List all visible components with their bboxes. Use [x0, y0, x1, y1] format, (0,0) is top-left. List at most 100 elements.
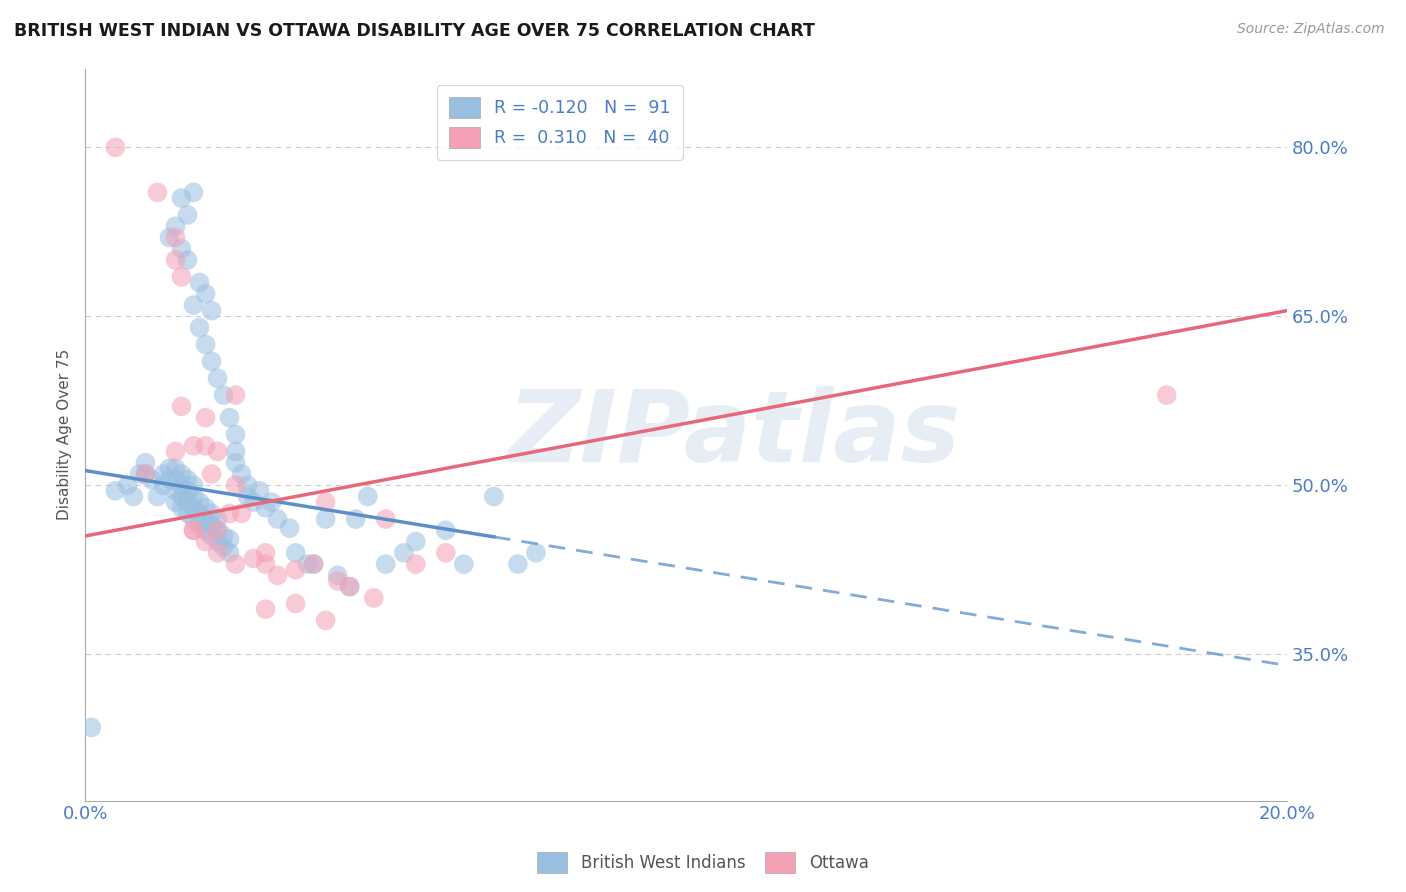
Point: [183, 490, 205, 504]
Point: [434, 524, 457, 538]
Point: [225, 478, 247, 492]
Text: Source: ZipAtlas.com: Source: ZipAtlas.com: [1237, 22, 1385, 37]
Point: [260, 495, 283, 509]
Point: [159, 473, 181, 487]
Point: [212, 540, 235, 554]
Point: [254, 557, 277, 571]
Point: [207, 534, 229, 549]
Point: [194, 337, 217, 351]
Point: [405, 534, 427, 549]
Point: [315, 512, 337, 526]
Point: [225, 427, 247, 442]
Point: [117, 478, 139, 492]
Point: [326, 568, 349, 582]
Point: [212, 529, 235, 543]
Point: [284, 563, 307, 577]
Point: [165, 252, 187, 267]
Point: [254, 500, 277, 515]
Point: [176, 483, 198, 498]
Point: [200, 529, 222, 543]
Point: [231, 467, 253, 481]
Point: [194, 410, 217, 425]
Point: [254, 546, 277, 560]
Point: [225, 557, 247, 571]
Point: [482, 490, 505, 504]
Point: [1156, 388, 1178, 402]
Point: [453, 557, 475, 571]
Point: [284, 597, 307, 611]
Point: [315, 614, 337, 628]
Point: [218, 533, 240, 547]
Point: [207, 546, 229, 560]
Point: [176, 208, 198, 222]
Text: BRITISH WEST INDIAN VS OTTAWA DISABILITY AGE OVER 75 CORRELATION CHART: BRITISH WEST INDIAN VS OTTAWA DISABILITY…: [14, 22, 815, 40]
Point: [254, 602, 277, 616]
Point: [207, 512, 229, 526]
Legend: British West Indians, Ottawa: British West Indians, Ottawa: [530, 846, 876, 880]
Point: [506, 557, 529, 571]
Point: [218, 507, 240, 521]
Point: [183, 478, 205, 492]
Point: [134, 456, 156, 470]
Point: [165, 473, 187, 487]
Point: [188, 276, 211, 290]
Point: [357, 490, 380, 504]
Point: [236, 490, 259, 504]
Point: [122, 490, 145, 504]
Point: [165, 483, 187, 498]
Point: [194, 439, 217, 453]
Point: [266, 512, 288, 526]
Point: [225, 456, 247, 470]
Point: [188, 517, 211, 532]
Point: [183, 524, 205, 538]
Point: [80, 720, 103, 734]
Point: [165, 495, 187, 509]
Point: [183, 500, 205, 515]
Point: [194, 512, 217, 526]
Point: [188, 495, 211, 509]
Point: [266, 568, 288, 582]
Point: [188, 507, 211, 521]
Point: [170, 191, 193, 205]
Point: [183, 298, 205, 312]
Point: [207, 524, 229, 538]
Point: [218, 410, 240, 425]
Point: [344, 512, 367, 526]
Point: [183, 439, 205, 453]
Point: [339, 580, 361, 594]
Point: [159, 461, 181, 475]
Point: [176, 473, 198, 487]
Point: [165, 230, 187, 244]
Point: [165, 444, 187, 458]
Point: [315, 495, 337, 509]
Point: [363, 591, 385, 605]
Point: [212, 388, 235, 402]
Point: [170, 478, 193, 492]
Point: [170, 490, 193, 504]
Point: [236, 478, 259, 492]
Point: [200, 467, 222, 481]
Point: [104, 483, 127, 498]
Point: [326, 574, 349, 588]
Point: [207, 444, 229, 458]
Point: [170, 500, 193, 515]
Point: [152, 478, 174, 492]
Point: [146, 186, 169, 200]
Point: [146, 490, 169, 504]
Point: [405, 557, 427, 571]
Point: [176, 507, 198, 521]
Point: [165, 219, 187, 234]
Point: [141, 473, 163, 487]
Point: [194, 500, 217, 515]
Y-axis label: Disability Age Over 75: Disability Age Over 75: [58, 349, 72, 520]
Point: [284, 546, 307, 560]
Point: [200, 354, 222, 368]
Point: [297, 557, 319, 571]
Point: [170, 400, 193, 414]
Point: [176, 252, 198, 267]
Point: [225, 388, 247, 402]
Point: [104, 140, 127, 154]
Point: [128, 467, 150, 481]
Point: [200, 303, 222, 318]
Point: [170, 467, 193, 481]
